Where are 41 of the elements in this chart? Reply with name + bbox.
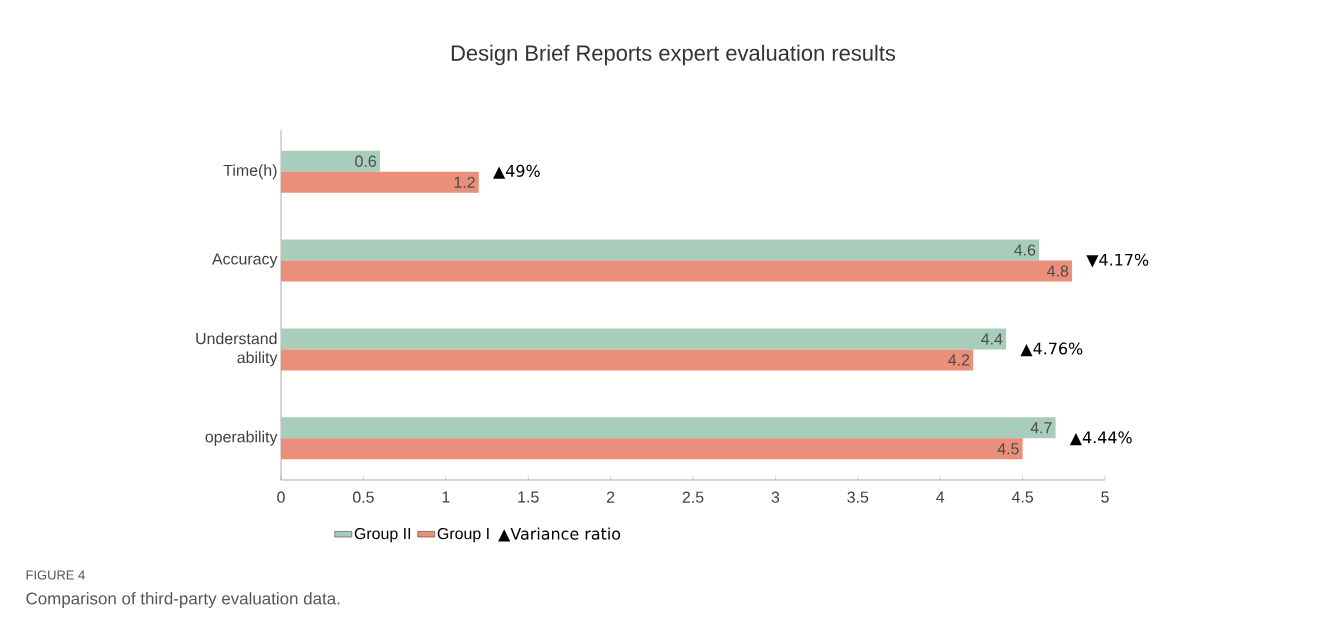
data-label: 4.8 <box>1047 265 1069 277</box>
bar <box>281 171 479 193</box>
x-tick-label: 0 <box>277 491 285 503</box>
y-tick-label: Accuracy <box>211 253 278 268</box>
x-tick-label: 3 <box>771 491 780 503</box>
bar <box>281 150 380 172</box>
data-label: 4.4 <box>981 333 1003 345</box>
bar <box>281 260 1073 282</box>
text: Comparison of third-party evaluation data. <box>26 592 340 608</box>
y-tick-label: Understand ability <box>196 332 278 367</box>
x-tick-label: 2.5 <box>682 491 704 503</box>
x-tick-label: 3.5 <box>847 491 869 503</box>
y-tick-label: Time(h) <box>223 164 277 180</box>
x-tick-label: 5 <box>1101 491 1109 503</box>
caption: FIGURE 4 <box>26 570 85 580</box>
bar <box>281 417 1056 439</box>
annotation: ▲4.44% <box>1069 431 1132 446</box>
x-tick-label: 2 <box>606 491 615 503</box>
text: ▲Variance ratio <box>498 527 621 542</box>
x-tick-label: 1.5 <box>518 491 539 503</box>
x-tick-label: 0.5 <box>352 491 374 503</box>
x-tick-label: 1 <box>442 491 450 503</box>
data-label: 4.2 <box>948 354 970 366</box>
annotation: ▲49% <box>493 164 540 179</box>
x-tick-label: 4 <box>936 491 945 503</box>
bar <box>281 239 1040 261</box>
y-tick-label: operability <box>205 430 278 446</box>
legend-label: Group II <box>354 527 411 543</box>
data-label: 1.2 <box>454 176 475 188</box>
bar <box>281 328 1007 350</box>
annotation: ▲4.76% <box>1020 342 1083 357</box>
chart-title: Design Brief Reports expert evaluation results <box>451 44 896 66</box>
data-label: 4.5 <box>997 443 1019 455</box>
data-label: 0.6 <box>355 155 376 167</box>
annotation: ▼4.17% <box>1086 253 1149 268</box>
legend-label: Group I <box>437 527 489 543</box>
x-tick-label: 4.5 <box>1011 491 1034 503</box>
bar <box>281 349 974 371</box>
bar <box>281 438 1023 460</box>
data-label: 4.7 <box>1030 422 1052 434</box>
data-label: 4.6 <box>1014 244 1036 256</box>
